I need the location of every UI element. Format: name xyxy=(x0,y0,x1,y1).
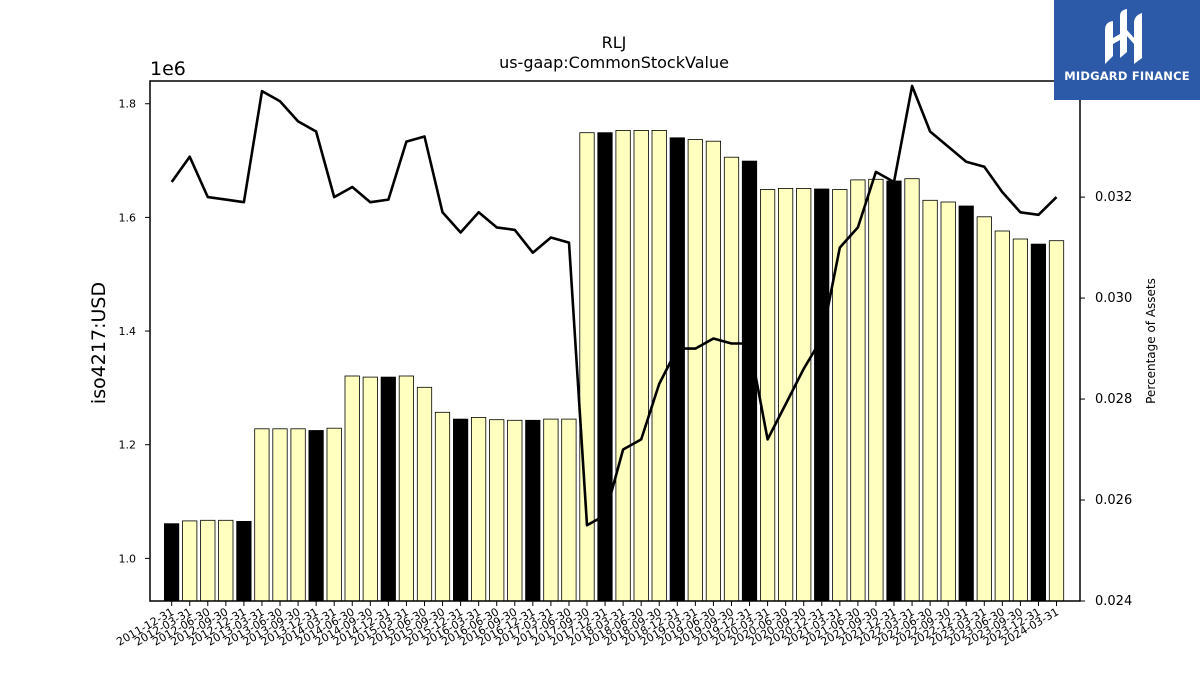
bar-2014-12-31 xyxy=(380,376,396,602)
bar-2021-09-30 xyxy=(868,178,884,602)
brand-logo: MIDGARD FINANCE xyxy=(1054,0,1200,100)
bar-2023-12-31 xyxy=(1030,243,1046,602)
y-tick-label: 1.0 xyxy=(119,552,137,565)
bar-2015-09-30 xyxy=(434,411,451,602)
bar-2019-12-31 xyxy=(741,160,758,602)
logo-icon xyxy=(1105,9,1142,64)
bar-2016-03-31 xyxy=(470,416,487,602)
bar-2015-12-31 xyxy=(452,418,469,602)
y-offset-label: 1e6 xyxy=(150,58,186,80)
bar-2020-12-31 xyxy=(814,188,830,602)
bar-2018-12-31 xyxy=(669,137,685,602)
y2-axis-label: Percentage of Assets xyxy=(1144,278,1158,404)
bar-2018-03-31 xyxy=(615,129,631,602)
bar-2017-12-31 xyxy=(597,132,613,602)
bar-2014-06-30 xyxy=(344,375,360,602)
bar-2019-09-30 xyxy=(723,156,740,602)
bar-2015-03-31 xyxy=(398,375,415,602)
y-tick-label: 1.4 xyxy=(119,325,137,338)
bar-2011-12-31 xyxy=(163,523,180,602)
y2-tick-label: 0.028 xyxy=(1095,392,1132,407)
y2-tick-label: 0.030 xyxy=(1095,291,1132,306)
bar-2017-06-30 xyxy=(561,418,577,602)
y-tick-label: 1.8 xyxy=(119,98,137,111)
bar-2013-03-31 xyxy=(254,428,270,602)
bar-2019-06-30 xyxy=(705,140,722,602)
bar-2022-06-30 xyxy=(922,199,938,602)
bar-2018-09-30 xyxy=(651,129,667,602)
bar-2012-12-31 xyxy=(236,521,252,602)
bar-2014-09-30 xyxy=(362,376,378,602)
y2-tick-label: 0.032 xyxy=(1095,190,1132,205)
bar-2012-09-30 xyxy=(218,519,234,602)
bar-2023-03-31 xyxy=(976,216,992,602)
y-tick-label: 1.2 xyxy=(119,439,137,452)
bar-2012-06-30 xyxy=(200,519,216,602)
y-axis-label: iso4217:USD xyxy=(88,282,110,404)
bar-2023-06-30 xyxy=(994,230,1010,602)
bar-2023-09-30 xyxy=(1012,238,1029,602)
bar-2013-09-30 xyxy=(290,428,306,602)
bar-2022-09-30 xyxy=(940,201,956,602)
bar-2021-06-30 xyxy=(850,179,866,602)
bar-2020-03-31 xyxy=(760,189,776,602)
bar-2021-12-31 xyxy=(886,180,902,602)
plot-frame xyxy=(149,80,1081,602)
bar-2017-09-30 xyxy=(579,132,595,602)
y-tick-label: 1.6 xyxy=(119,211,137,224)
bar-2018-06-30 xyxy=(633,129,649,602)
bar-2016-12-31 xyxy=(525,419,541,602)
chart-subtitle: us-gaap:CommonStockValue xyxy=(499,53,729,72)
bar-2012-03-31 xyxy=(182,520,198,602)
y2-tick-label: 0.026 xyxy=(1095,493,1132,508)
brand-name: MIDGARD FINANCE xyxy=(1064,69,1190,83)
bar-2013-12-31 xyxy=(308,430,324,602)
bar-2017-03-31 xyxy=(543,418,559,602)
percentage-line xyxy=(170,84,1058,527)
bar-2013-06-30 xyxy=(272,428,288,602)
bar-2019-03-31 xyxy=(687,139,703,602)
bar-2015-06-30 xyxy=(416,386,433,602)
bar-2016-09-30 xyxy=(507,419,523,602)
bar-2022-03-31 xyxy=(904,178,920,602)
bar-2014-03-31 xyxy=(326,427,342,602)
bar-2020-09-30 xyxy=(796,187,812,602)
bar-2022-12-31 xyxy=(958,205,974,602)
chart-title: RLJ xyxy=(602,33,627,52)
y2-tick-label: 0.024 xyxy=(1095,594,1132,609)
bar-2024-03-31 xyxy=(1048,240,1065,602)
bar-2016-06-30 xyxy=(489,419,505,602)
